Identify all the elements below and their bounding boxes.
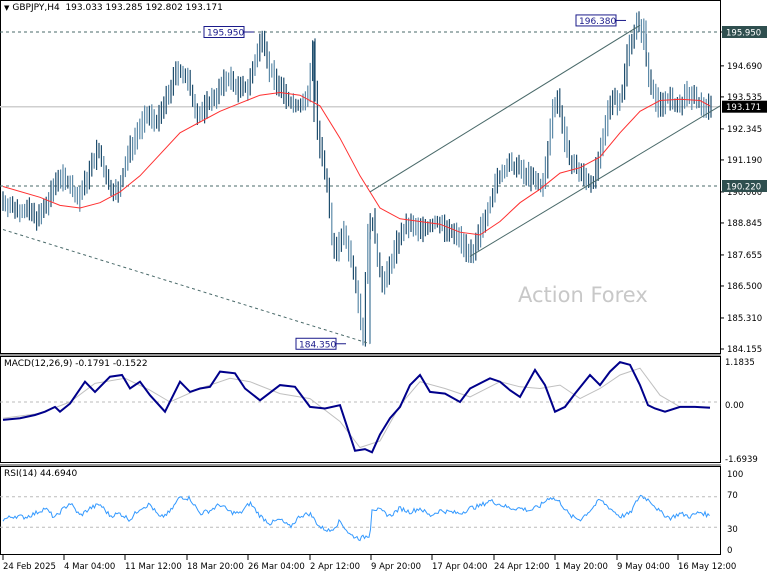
price-axis-highlight-label: 195.950 — [726, 29, 761, 39]
price-axis-highlight — [722, 100, 767, 113]
macd-title: MACD(12,26,9) -0.1791 -0.1522 — [4, 359, 148, 369]
time-tick-label: 17 Apr 04:00 — [432, 562, 487, 572]
chart-header: ▼ GBPJPY,H4 193.033 193.285 192.802 193.1… — [4, 3, 223, 13]
macd-main-line — [2, 360, 711, 454]
price-tick-label: 185.310 — [727, 314, 762, 324]
price-plot: 195.950 196.380 184.350 — [0, 11, 721, 350]
macd-tick-label: 1.1835 — [725, 358, 755, 368]
time-tick-label: 9 May 04:00 — [617, 562, 670, 572]
macd-panel[interactable] — [0, 356, 721, 463]
macd-tick-label: -1.6939 — [725, 455, 758, 465]
price-tick-label: 188.845 — [727, 219, 762, 229]
price-tick-label: 194.690 — [727, 62, 762, 72]
time-tick-label: 4 Mar 04:00 — [64, 562, 115, 572]
macd-plot — [0, 360, 720, 454]
price-tick-label: 190.000 — [727, 188, 762, 198]
price-axis-highlight-label: 190.220 — [726, 183, 761, 193]
price-tick-label: 191.190 — [727, 156, 762, 166]
rsi-title: RSI(14) 44.6940 — [4, 469, 78, 479]
rsi-line — [2, 494, 710, 542]
ohlc-values: 193.033 193.285 192.802 193.171 — [65, 3, 223, 13]
collapse-triangle-icon[interactable]: ▼ — [4, 4, 10, 12]
price-tick-label: 193.535 — [727, 93, 762, 103]
axes: 195.950 194.690 193.535 192.345 191.190 190.0… — [2, 26, 767, 572]
time-tick-label: 11 Mar 12:00 — [125, 562, 182, 572]
support-trendline — [2, 229, 371, 345]
price-label-195950: 195.950 — [207, 29, 244, 39]
price-label-196380: 196.380 — [579, 17, 616, 27]
price-tick-label: 192.345 — [727, 125, 762, 135]
rsi-plot — [0, 494, 720, 542]
time-tick-label: 2 Apr 12:00 — [310, 562, 360, 572]
time-tick-label: 26 Mar 04:00 — [248, 562, 305, 572]
rsi-tick-label: 30 — [727, 525, 738, 535]
time-tick-label: 24 Apr 12:00 — [494, 562, 549, 572]
symbol-timeframe: GBPJPY,H4 — [12, 3, 60, 13]
time-tick-label: 1 May 20:00 — [555, 562, 608, 572]
channel-upper-line — [369, 24, 641, 193]
price-label-184350: 184.350 — [299, 340, 336, 350]
rsi-tick-label: 70 — [727, 491, 738, 501]
time-tick-label: 24 Feb 2025 — [3, 562, 56, 572]
macd-tick-label: 0.00 — [725, 401, 744, 411]
time-tick-label: 9 Apr 20:00 — [371, 562, 421, 572]
channel-lower-line — [469, 105, 721, 257]
price-tick-label: 186.500 — [727, 282, 762, 292]
price-tick-label: 184.155 — [727, 345, 762, 355]
time-tick-label: 16 May 12:00 — [678, 562, 736, 572]
watermark: Action Forex — [518, 283, 648, 307]
price-axis-highlight — [722, 26, 767, 38]
price-axis-highlight — [722, 180, 767, 192]
price-tick-label: 187.655 — [727, 251, 762, 261]
rsi-tick-label: 0 — [727, 546, 732, 556]
price-axis-highlight-label: 193.171 — [726, 103, 761, 113]
rsi-tick-label: 100 — [727, 470, 743, 480]
time-tick-label: 18 Mar 20:00 — [187, 562, 244, 572]
